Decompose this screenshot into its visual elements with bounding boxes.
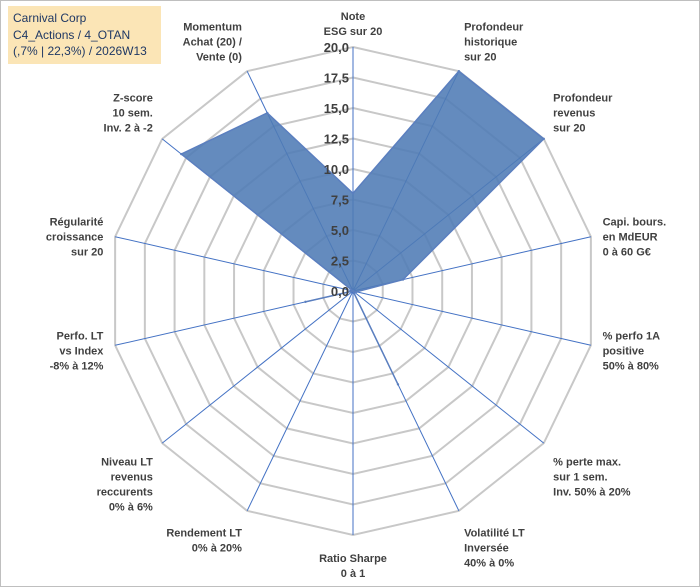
axis-spoke-9 — [161, 290, 354, 444]
axis-label-line: -8% à 12% — [50, 360, 104, 372]
data-point-4 — [355, 290, 358, 294]
axis-label-line: Rendement LT — [166, 528, 242, 540]
chart-title-box: Carnival Corp C4_Actions / 4_OTAN (,7% |… — [8, 6, 161, 64]
axis-label-line: Inversée — [464, 543, 509, 555]
axis-label-line: 50% à 80% — [603, 360, 659, 372]
data-point-2 — [542, 137, 545, 141]
tick-label-6: 15,0 — [324, 101, 349, 116]
axis-label-line: en MdEUR — [603, 232, 658, 244]
data-point-13 — [266, 111, 269, 115]
data-point-6 — [396, 383, 400, 386]
axis-label-12: Z-score 10 sem. Inv. 2 à -2 — [104, 92, 153, 134]
data-point-12 — [180, 152, 183, 156]
tick-label-5: 12,5 — [324, 132, 349, 147]
axis-label-line: Niveau LT — [101, 457, 153, 469]
data-point-1 — [457, 69, 461, 73]
axis-label-line: Volatilité LT — [464, 528, 525, 540]
axis-label-11: Régularité croissance sur 20 — [46, 217, 103, 259]
tick-label-4: 10,0 — [324, 162, 349, 177]
axis-label-line: 40% à 0% — [464, 558, 514, 570]
axis-label-line: Inv. 50% à 20% — [553, 487, 631, 499]
axis-label-line: Régularité — [50, 217, 104, 229]
tick-layer: 0,0 2,5 5,0 7,5 10,0 12,5 15,0 17,5 20,0 — [324, 40, 349, 299]
axis-label-10: Perfo. LT vs Index -8% à 12% — [50, 330, 105, 372]
axis-label-7: Ratio Sharpe 0 à 1 — [319, 553, 387, 580]
axis-label-line: % perfo 1A — [603, 330, 661, 342]
axis-label-13: Momentum Achat (20) / Vente (0) — [183, 21, 243, 63]
axis-label-line: Note — [341, 11, 365, 23]
axis-label-line: ESG sur 20 — [324, 26, 383, 38]
axis-label-line: Ratio Sharpe — [319, 553, 387, 565]
axis-label-line: Profondeur — [464, 21, 524, 33]
axis-label-line: historique — [464, 36, 517, 48]
tick-label-1: 2,5 — [331, 254, 349, 269]
data-point-0 — [351, 192, 355, 195]
axis-spoke-11 — [115, 236, 354, 292]
axis-label-line: 10 sem. — [112, 107, 152, 119]
axis-label-line: revenus — [111, 472, 153, 484]
axis-label-3: Capi. bours. en MdEUR 0 à 60 G€ — [603, 217, 667, 259]
axis-label-line: vs Index — [59, 345, 104, 357]
axis-label-line: Achat (20) / — [183, 36, 242, 48]
axis-label-line: 0 à 1 — [341, 568, 365, 580]
axis-label-line: % perte max. — [553, 457, 621, 469]
axis-label-line: Profondeur — [553, 92, 613, 104]
axis-label-line: croissance — [46, 232, 103, 244]
axis-label-6: Volatilité LT Inversée 40% à 0% — [464, 528, 525, 570]
axis-label-5: % perte max. sur 1 sem. Inv. 50% à 20% — [553, 457, 631, 499]
axis-label-line: Capi. bours. — [603, 217, 667, 229]
axis-label-line: revenus — [553, 107, 595, 119]
axis-label-line: sur 20 — [553, 122, 585, 134]
axis-label-line: positive — [603, 345, 645, 357]
label-layer: Note ESG sur 20 Profondeur historique sur 20… — [46, 11, 666, 580]
axis-label-line: 0% à 20% — [192, 543, 242, 555]
axis-spoke-8 — [246, 290, 354, 512]
axis-label-0: Note ESG sur 20 — [324, 11, 383, 38]
tick-label-2: 5,0 — [331, 223, 349, 238]
axis-label-line: Z-score — [113, 92, 153, 104]
tick-label-7: 17,5 — [324, 71, 349, 86]
axis-label-line: sur 1 sem. — [553, 472, 607, 484]
axis-spoke-4 — [352, 290, 591, 346]
tick-label-3: 7,5 — [331, 193, 349, 208]
axis-label-line: Momentum — [183, 21, 242, 33]
axis-label-4: % perfo 1A positive 50% à 80% — [603, 330, 661, 372]
axis-label-line: Vente (0) — [196, 51, 242, 63]
axis-label-line: 0 à 60 G€ — [603, 247, 651, 259]
axis-label-line: sur 20 — [464, 51, 496, 63]
axis-label-2: Profondeur revenus sur 20 — [553, 92, 613, 134]
company-name: Carnival Corp — [13, 11, 87, 25]
axis-label-line: 0% à 6% — [109, 502, 153, 514]
axis-label-9: Niveau LT revenus reccurents 0% à 6% — [97, 457, 154, 514]
axis-label-line: reccurents — [97, 487, 153, 499]
axis-label-line: sur 20 — [71, 247, 103, 259]
axis-label-8: Rendement LT 0% à 20% — [166, 528, 242, 555]
data-point-11 — [351, 289, 355, 293]
series-layer — [180, 69, 545, 386]
axis-label-1: Profondeur historique sur 20 — [464, 21, 524, 63]
axis-spoke-5 — [352, 290, 545, 444]
tick-label-8: 20,0 — [324, 40, 349, 55]
data-point-3 — [401, 278, 405, 281]
portfolio-category: C4_Actions / 4_OTAN — [13, 27, 131, 42]
axis-label-line: Perfo. LT — [57, 330, 104, 342]
tick-label-0: 0,0 — [331, 284, 349, 299]
data-point-10 — [304, 300, 307, 304]
axis-label-line: Inv. 2 à -2 — [104, 122, 153, 134]
performance-period: (,7% | 22,3%) / 2026W13 — [13, 44, 147, 58]
